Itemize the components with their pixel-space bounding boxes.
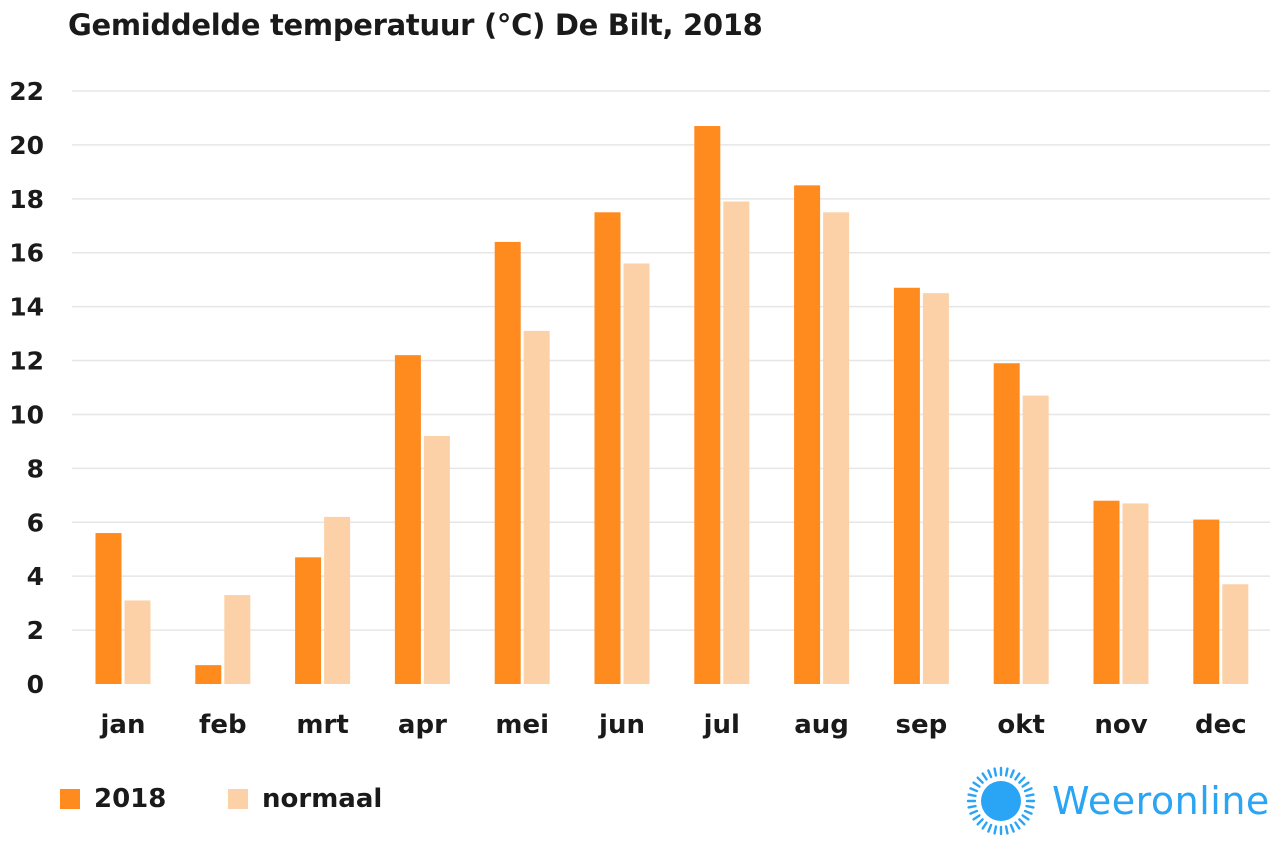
y-tick-label: 2 <box>27 616 44 645</box>
x-tick-label: dec <box>1195 710 1247 740</box>
bar-2018-jun <box>594 212 621 684</box>
x-tick-label: sep <box>896 710 948 740</box>
sun-ray <box>1025 804 1035 809</box>
bar-normaal-feb <box>224 595 251 684</box>
x-tick-label: mrt <box>296 710 348 740</box>
sun-ray <box>976 818 984 826</box>
sun-ray <box>967 804 977 809</box>
x-tick-label: aug <box>794 710 849 740</box>
legend-item-2018: 2018 <box>60 784 166 814</box>
bar-normaal-jul <box>723 201 750 684</box>
brand-name: Weeronline <box>1052 779 1270 823</box>
sun-ray <box>987 769 993 779</box>
sun-ray <box>969 809 979 815</box>
sun-ray <box>993 825 998 835</box>
x-tick-label: apr <box>398 710 447 740</box>
bar-2018-okt <box>993 363 1020 684</box>
bar-2018-mei <box>494 241 521 685</box>
sun-ray <box>1009 769 1015 779</box>
sun-ray <box>972 814 981 821</box>
bar-normaal-mei <box>523 330 550 684</box>
y-tick-label: 10 <box>9 400 44 429</box>
y-axis-ticks: 0 2 4 6 8 10 12 14 16 18 20 22 <box>9 77 44 699</box>
sun-ray <box>1014 821 1021 830</box>
sun-ray <box>981 821 988 830</box>
sun-ray <box>993 767 998 777</box>
bar-normaal-sep <box>922 293 949 684</box>
sun-ray <box>1004 825 1009 835</box>
bar-2018-sep <box>893 287 920 684</box>
bar-normaal-nov <box>1122 503 1149 684</box>
bar-2018-jul <box>694 126 721 685</box>
bars <box>95 126 1249 685</box>
bar-2018-apr <box>394 355 421 684</box>
sun-ray <box>967 793 977 798</box>
sun-ray <box>1021 814 1030 821</box>
y-tick-label: 20 <box>9 131 44 160</box>
bar-normaal-okt <box>1022 395 1049 684</box>
sun-ray <box>1018 776 1026 784</box>
sun-ray <box>1023 787 1033 793</box>
x-tick-label: mei <box>495 710 549 740</box>
sun-ray <box>1004 767 1009 777</box>
bar-chart: 0 2 4 6 8 10 12 14 16 18 20 22 jan feb mrt apr mei jun ju… <box>9 77 1270 740</box>
y-tick-label: 22 <box>9 77 44 106</box>
legend-label-2018: 2018 <box>94 784 167 814</box>
chart-title: Gemiddelde temperatuur (°C) De Bilt, 201… <box>68 8 763 42</box>
sun-ray <box>976 776 984 784</box>
x-axis-ticks: jan feb mrt apr mei jun jul aug sep okt nov dec <box>100 710 1247 740</box>
y-tick-label: 16 <box>9 239 44 268</box>
bar-normaal-jan <box>124 600 151 684</box>
bar-2018-aug <box>794 185 821 684</box>
sun-ray <box>1021 781 1030 788</box>
bar-2018-feb <box>195 665 222 684</box>
bar-2018-jan <box>95 533 122 684</box>
bar-2018-mrt <box>295 557 322 684</box>
y-tick-label: 6 <box>27 508 44 537</box>
bar-normaal-aug <box>823 212 850 684</box>
x-tick-label: okt <box>997 710 1045 740</box>
legend-item-normaal: normaal <box>228 784 382 814</box>
bar-normaal-dec <box>1222 584 1249 684</box>
bar-normaal-jun <box>623 263 650 684</box>
x-tick-label: jul <box>703 710 740 740</box>
sun-ray <box>1023 809 1033 815</box>
sun-ray <box>1014 772 1021 781</box>
x-tick-label: jan <box>100 710 146 740</box>
bar-2018-nov <box>1093 500 1120 684</box>
legend-label-normaal: normaal <box>262 784 383 814</box>
sun-ray <box>972 781 981 788</box>
sun-ray <box>987 823 993 833</box>
x-tick-label: jun <box>598 710 645 740</box>
y-tick-label: 4 <box>27 562 44 591</box>
sun-icon <box>966 766 1036 836</box>
bar-2018-dec <box>1193 519 1220 684</box>
sun-ray <box>981 772 988 781</box>
x-tick-label: feb <box>199 710 247 740</box>
bar-normaal-mrt <box>324 516 351 684</box>
brand-logo: Weeronline <box>964 764 1270 838</box>
gridlines <box>72 90 1270 631</box>
y-tick-label: 12 <box>9 347 44 376</box>
bar-normaal-apr <box>423 436 450 684</box>
x-tick-label: nov <box>1094 710 1147 740</box>
legend-swatch-normaal <box>228 789 248 809</box>
y-tick-label: 8 <box>27 454 44 483</box>
sun-ray <box>1018 818 1026 826</box>
y-tick-label: 0 <box>27 670 44 699</box>
sun-ray <box>1025 793 1035 798</box>
y-tick-label: 14 <box>9 293 44 322</box>
sun-ray <box>1009 823 1015 833</box>
sun-ray <box>969 787 979 793</box>
y-tick-label: 18 <box>9 185 44 214</box>
legend-swatch-2018 <box>60 789 80 809</box>
